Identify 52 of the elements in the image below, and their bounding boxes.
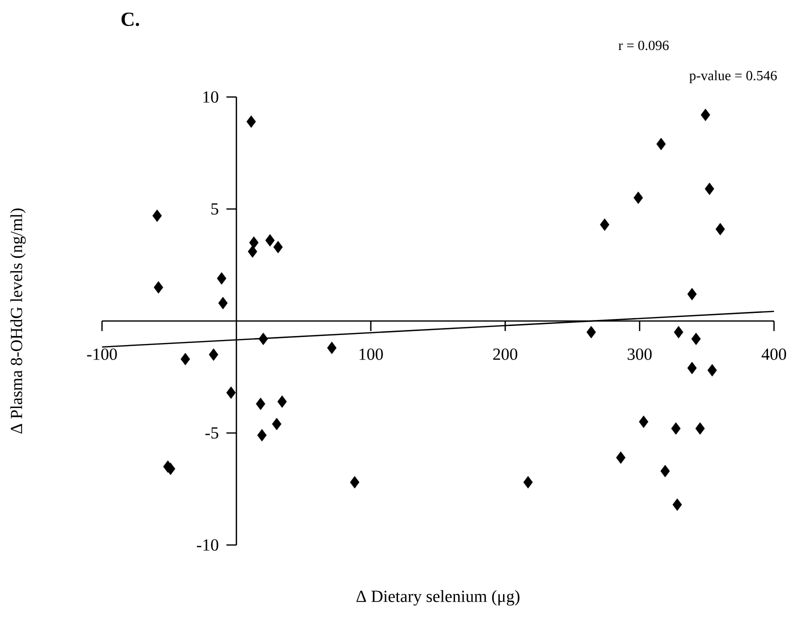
point bbox=[674, 326, 684, 338]
point bbox=[265, 234, 275, 247]
text: r = 0.096 bbox=[618, 40, 669, 50]
point bbox=[523, 476, 533, 488]
point bbox=[257, 429, 267, 442]
point bbox=[154, 281, 164, 294]
point bbox=[691, 332, 701, 346]
point bbox=[600, 218, 610, 231]
point bbox=[256, 398, 266, 410]
y-tick-label: -10 bbox=[196, 539, 218, 551]
point bbox=[687, 362, 697, 374]
text: p-value = 0.546 bbox=[689, 70, 777, 84]
y-axis-title: Δ Plasma 8-OHdG levels (ng/ml) bbox=[10, 208, 26, 434]
point bbox=[586, 326, 596, 338]
point bbox=[258, 332, 268, 346]
point bbox=[327, 342, 337, 354]
point bbox=[672, 498, 682, 511]
point bbox=[208, 348, 218, 361]
point bbox=[660, 464, 670, 478]
point bbox=[616, 451, 626, 464]
point bbox=[218, 296, 228, 310]
x-tick-label: 100 bbox=[360, 348, 383, 360]
point bbox=[638, 416, 648, 428]
point bbox=[277, 395, 287, 408]
point bbox=[249, 236, 259, 249]
x-tick-label: 200 bbox=[493, 348, 518, 360]
x-tick-label: 300 bbox=[628, 348, 652, 360]
point bbox=[700, 108, 710, 122]
point bbox=[246, 115, 256, 128]
chart-title: C. bbox=[122, 12, 140, 26]
y-tick-label: 5 bbox=[211, 203, 218, 215]
point bbox=[248, 245, 258, 258]
x-tick-label: 400 bbox=[762, 348, 786, 360]
point bbox=[226, 386, 236, 399]
point bbox=[656, 138, 666, 150]
y-tick-label: -5 bbox=[205, 427, 218, 439]
point bbox=[350, 476, 360, 488]
point bbox=[707, 364, 717, 376]
point bbox=[687, 288, 697, 300]
x-axis-title: Δ Dietary selenium (μg) bbox=[356, 590, 520, 606]
point bbox=[704, 182, 714, 196]
point bbox=[634, 192, 643, 204]
point bbox=[152, 210, 162, 222]
point bbox=[671, 422, 681, 435]
y-tick-label: 10 bbox=[203, 91, 218, 103]
point bbox=[273, 240, 283, 254]
point bbox=[180, 352, 190, 366]
x-tick-label: -100 bbox=[87, 348, 117, 360]
point bbox=[716, 222, 725, 236]
point bbox=[272, 418, 282, 430]
point bbox=[695, 422, 705, 435]
point bbox=[216, 272, 226, 285]
